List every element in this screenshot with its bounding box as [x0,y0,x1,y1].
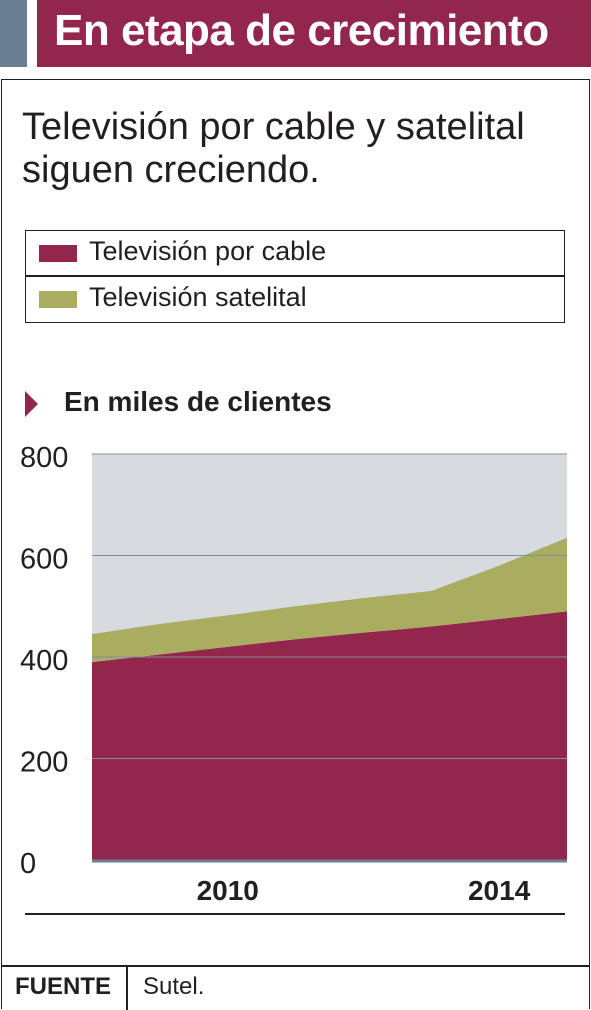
header-accent-bar [0,0,27,67]
source-separator [126,966,128,1010]
source-value: Sutel. [143,973,205,1000]
page-title: En etapa de crecimiento [54,6,549,55]
unit-label: En miles de clientes [64,386,332,417]
legend-swatch-cable [39,245,77,262]
subtitle-line-2: siguen creciendo. [22,149,320,191]
area-chart: 0 200 400 600 800 2010 2014 [20,442,567,906]
legend-label-cable: Televisión por cable [89,236,327,266]
y-tick-label-800: 800 [20,442,68,474]
triangle-arrow-icon [25,391,38,417]
source-key: FUENTE [15,973,111,1000]
y-tick-label-200: 200 [20,747,68,779]
legend-divider [26,275,564,277]
infographic-frame [1,79,590,1009]
legend-item-satellite: Televisión satelital [26,277,564,321]
source-divider [1,965,590,967]
y-tick-label-600: 600 [20,544,68,576]
x-tick-label-2010: 2010 [197,875,259,906]
chart-legend: Televisión por cable Televisión satelita… [25,230,565,323]
chart-subtitle: Televisión por cable y satelital siguen … [22,106,582,192]
x-tick-label-2014: 2014 [468,875,531,906]
legend-swatch-satellite [39,291,77,308]
legend-label-satellite: Televisión satelital [89,282,307,312]
area-series-satellite [92,537,567,663]
header-banner [37,0,591,67]
y-tick-label-0: 0 [20,848,36,880]
area-series-cable [92,611,567,860]
chart-bottom-rule [25,913,565,915]
subtitle-line-1: Televisión por cable y satelital [22,106,525,148]
y-tick-label-400: 400 [20,645,68,677]
legend-item-cable: Televisión por cable [26,231,564,275]
